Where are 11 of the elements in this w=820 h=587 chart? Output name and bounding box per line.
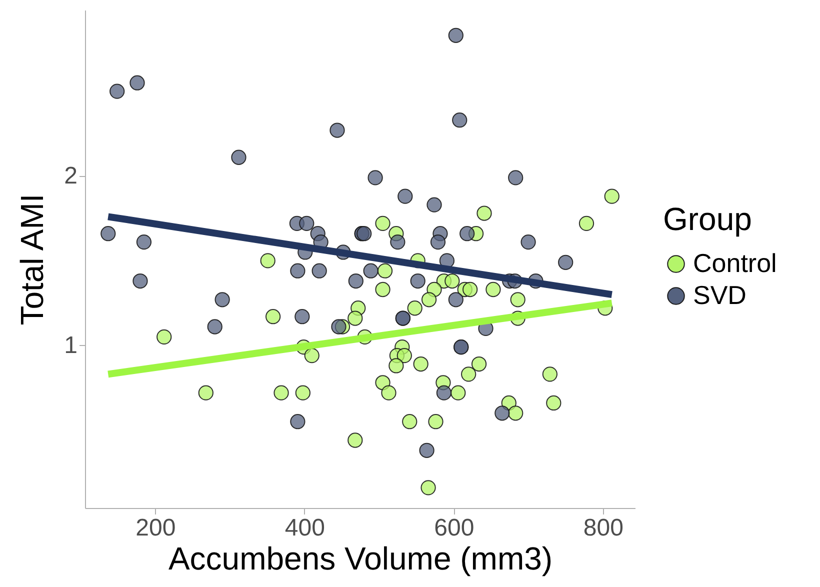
x-tick-label: 800: [583, 514, 624, 542]
legend-label: SVD: [693, 280, 746, 310]
x-tick-label: 200: [136, 514, 176, 542]
legend-title: Group: [663, 201, 752, 237]
x-tick-label: 400: [284, 514, 325, 542]
y-tick-label: 1: [64, 332, 78, 359]
y-axis-title: Total AMI: [14, 194, 50, 326]
y-tick-label: 2: [64, 162, 78, 190]
legend-label: Control: [693, 248, 777, 278]
x-tick-label: 600: [434, 514, 474, 542]
x-axis-title: Accumbens Volume (mm3): [168, 540, 553, 576]
